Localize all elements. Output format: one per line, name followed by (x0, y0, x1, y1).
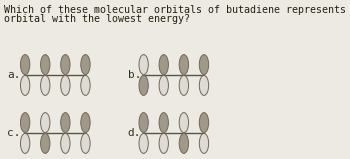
Ellipse shape (139, 133, 148, 153)
Ellipse shape (199, 113, 209, 133)
Ellipse shape (61, 133, 70, 153)
Ellipse shape (41, 113, 50, 133)
Ellipse shape (159, 113, 168, 133)
Text: a.: a. (7, 70, 21, 80)
Ellipse shape (179, 55, 189, 75)
Ellipse shape (81, 113, 90, 133)
Ellipse shape (139, 75, 148, 95)
Text: b.: b. (128, 70, 141, 80)
Ellipse shape (159, 133, 168, 153)
Ellipse shape (41, 133, 50, 153)
Text: c.: c. (7, 128, 21, 138)
Ellipse shape (20, 55, 30, 75)
Text: Which of these molecular orbitals of butadiene represents the: Which of these molecular orbitals of but… (4, 5, 350, 15)
Text: orbital with the lowest energy?: orbital with the lowest energy? (4, 14, 190, 24)
Ellipse shape (61, 75, 70, 95)
Ellipse shape (81, 75, 90, 95)
Text: d.: d. (128, 128, 141, 138)
Ellipse shape (41, 55, 50, 75)
Ellipse shape (61, 113, 70, 133)
Ellipse shape (41, 75, 50, 95)
Ellipse shape (20, 133, 30, 153)
Ellipse shape (81, 55, 90, 75)
Ellipse shape (20, 113, 30, 133)
Ellipse shape (199, 55, 209, 75)
Ellipse shape (199, 133, 209, 153)
Ellipse shape (179, 113, 189, 133)
Ellipse shape (20, 75, 30, 95)
Ellipse shape (199, 75, 209, 95)
Ellipse shape (159, 75, 168, 95)
Ellipse shape (61, 55, 70, 75)
Ellipse shape (179, 75, 189, 95)
Ellipse shape (139, 55, 148, 75)
Ellipse shape (81, 133, 90, 153)
Ellipse shape (139, 113, 148, 133)
Ellipse shape (179, 133, 189, 153)
Ellipse shape (159, 55, 168, 75)
